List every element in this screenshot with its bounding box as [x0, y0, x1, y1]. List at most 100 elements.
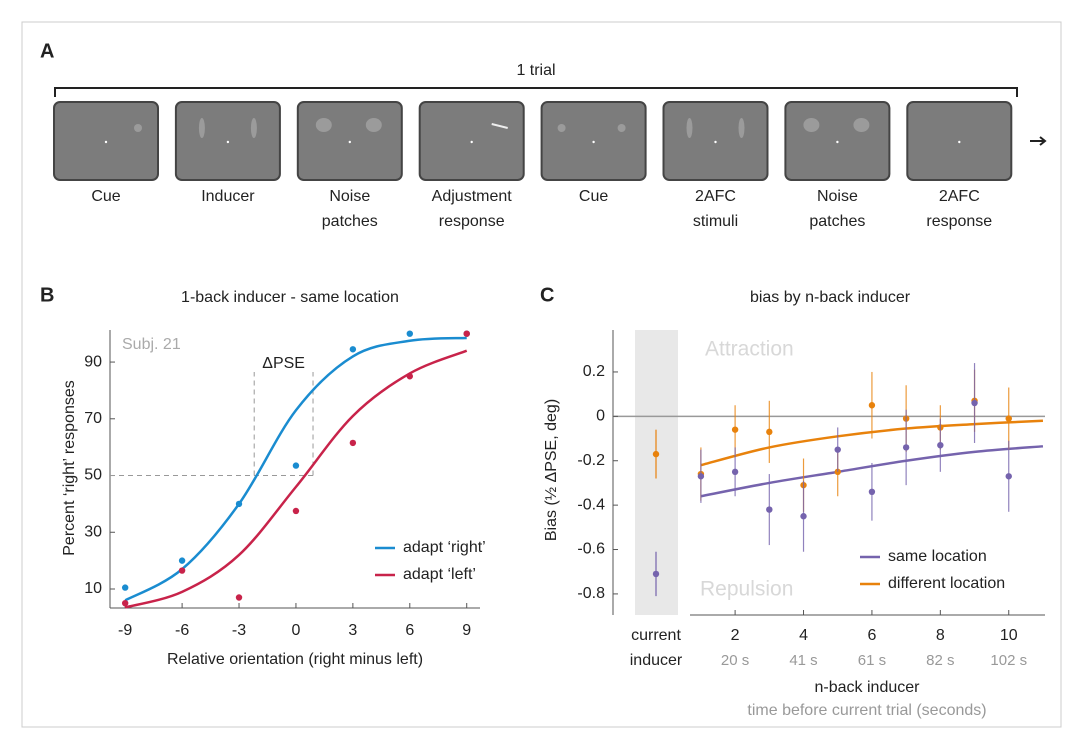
y-tick-label: -0.2: [577, 452, 605, 469]
fixation-dot: [470, 140, 473, 144]
x-axis-label: n-back inducer: [815, 679, 921, 696]
data-point: [1005, 473, 1012, 480]
stimulus-patch: [365, 118, 382, 132]
span-label: 1 trial: [516, 62, 555, 79]
chart-title: bias by n-back inducer: [750, 289, 911, 306]
frame-caption: Cue: [91, 188, 120, 205]
data-point: [121, 584, 129, 591]
fixation-dot: [836, 140, 839, 144]
x-tick-label: 8: [936, 627, 945, 644]
frame-caption: Cue: [579, 188, 608, 205]
y-tick-label: -0.6: [577, 541, 605, 558]
x-tick-label: 9: [462, 622, 471, 639]
fixation-dot: [104, 140, 108, 144]
data-point: [1005, 415, 1012, 422]
data-point: [178, 557, 186, 564]
data-point: [235, 594, 243, 601]
frame-caption: stimuli: [693, 213, 738, 230]
y-tick-label: 50: [84, 467, 102, 484]
y-tick-label: -0.8: [577, 585, 605, 602]
trial-bracket: [54, 87, 1018, 97]
fixation-dot: [958, 140, 961, 144]
data-point: [766, 428, 773, 436]
data-point: [731, 468, 739, 476]
current-label: current: [631, 627, 681, 644]
fixation-dot: [348, 140, 351, 144]
frame-caption: Inducer: [201, 188, 255, 205]
x-tick-label: -3: [232, 622, 246, 639]
frame-caption: Noise: [329, 188, 370, 205]
annotation-top: Attraction: [705, 338, 794, 361]
data-point: [971, 399, 978, 407]
data-point: [292, 462, 300, 469]
x-tick-label: 6: [867, 627, 876, 644]
x-tick-label: -6: [175, 622, 189, 639]
data-point: [868, 402, 876, 409]
data-point: [868, 488, 876, 496]
frame-caption: patches: [809, 213, 865, 230]
data-point: [406, 373, 413, 380]
x-tick-sublabel: 61 s: [858, 652, 886, 669]
data-point: [463, 330, 470, 337]
x-tick-label: -9: [118, 622, 132, 639]
x-tick-label: 3: [348, 622, 357, 639]
data-point: [178, 567, 186, 574]
data-point: [406, 330, 413, 337]
y-tick-label: 0.2: [583, 363, 605, 380]
data-point: [800, 513, 807, 520]
data-point: [766, 506, 773, 513]
data-point: [652, 450, 660, 458]
frame-caption: 2AFC: [695, 188, 736, 205]
x-tick-label: 0: [291, 622, 300, 639]
stimulus-patch: [134, 124, 142, 132]
data-point: [937, 441, 944, 449]
frame-caption: Noise: [817, 188, 858, 205]
stimulus-patch: [315, 118, 332, 132]
data-point: [349, 346, 357, 353]
y-tick-label: 0: [596, 408, 605, 425]
stimulus-patch: [557, 124, 566, 132]
data-point: [652, 570, 660, 578]
fixation-dot: [714, 140, 717, 144]
legend-label: adapt ‘right’: [403, 539, 486, 556]
chart-title: 1-back inducer - same location: [181, 289, 399, 306]
frame-caption: patches: [322, 213, 378, 230]
y-tick-label: 10: [84, 580, 102, 597]
stimulus-patch: [738, 118, 745, 138]
stimulus-patch: [686, 118, 693, 138]
frame-caption: response: [926, 213, 992, 230]
x-tick-label: 6: [405, 622, 414, 639]
panel-letter: A: [40, 40, 54, 62]
legend-label: adapt ‘left’: [403, 566, 476, 583]
y-tick-label: 70: [84, 410, 102, 427]
data-point: [902, 444, 910, 451]
annotation: Subj. 21: [122, 336, 181, 353]
fit-curve: [124, 336, 467, 602]
stimulus-patch: [617, 124, 626, 132]
stimulus-patch: [853, 118, 870, 132]
legend-label: different location: [888, 575, 1005, 592]
pse-label: ΔPSE: [262, 355, 305, 372]
figure-border: [21, 21, 1062, 728]
data-point: [731, 426, 739, 433]
data-point: [697, 473, 705, 480]
y-axis-label: Bias (½ ΔPSE, deg): [543, 399, 560, 541]
x-tick-sublabel: 41 s: [789, 652, 817, 669]
adjustment-line: [491, 123, 508, 129]
stimulus-patch: [803, 118, 820, 132]
x-tick-label: 2: [731, 627, 740, 644]
x-tick-sublabel: 82 s: [926, 652, 954, 669]
x-tick-sublabel: 102 s: [990, 652, 1027, 669]
annotation-bottom: Repulsion: [700, 578, 793, 601]
data-point: [292, 507, 300, 515]
frame-caption: response: [439, 213, 505, 230]
x-axis-sublabel: time before current trial (seconds): [747, 702, 986, 719]
stimulus-patch: [198, 118, 205, 138]
legend-label: same location: [888, 548, 987, 565]
x-tick-label: 10: [1000, 627, 1018, 644]
panel-letter: C: [540, 284, 554, 306]
y-tick-label: -0.4: [577, 496, 605, 513]
data-point: [349, 439, 357, 447]
